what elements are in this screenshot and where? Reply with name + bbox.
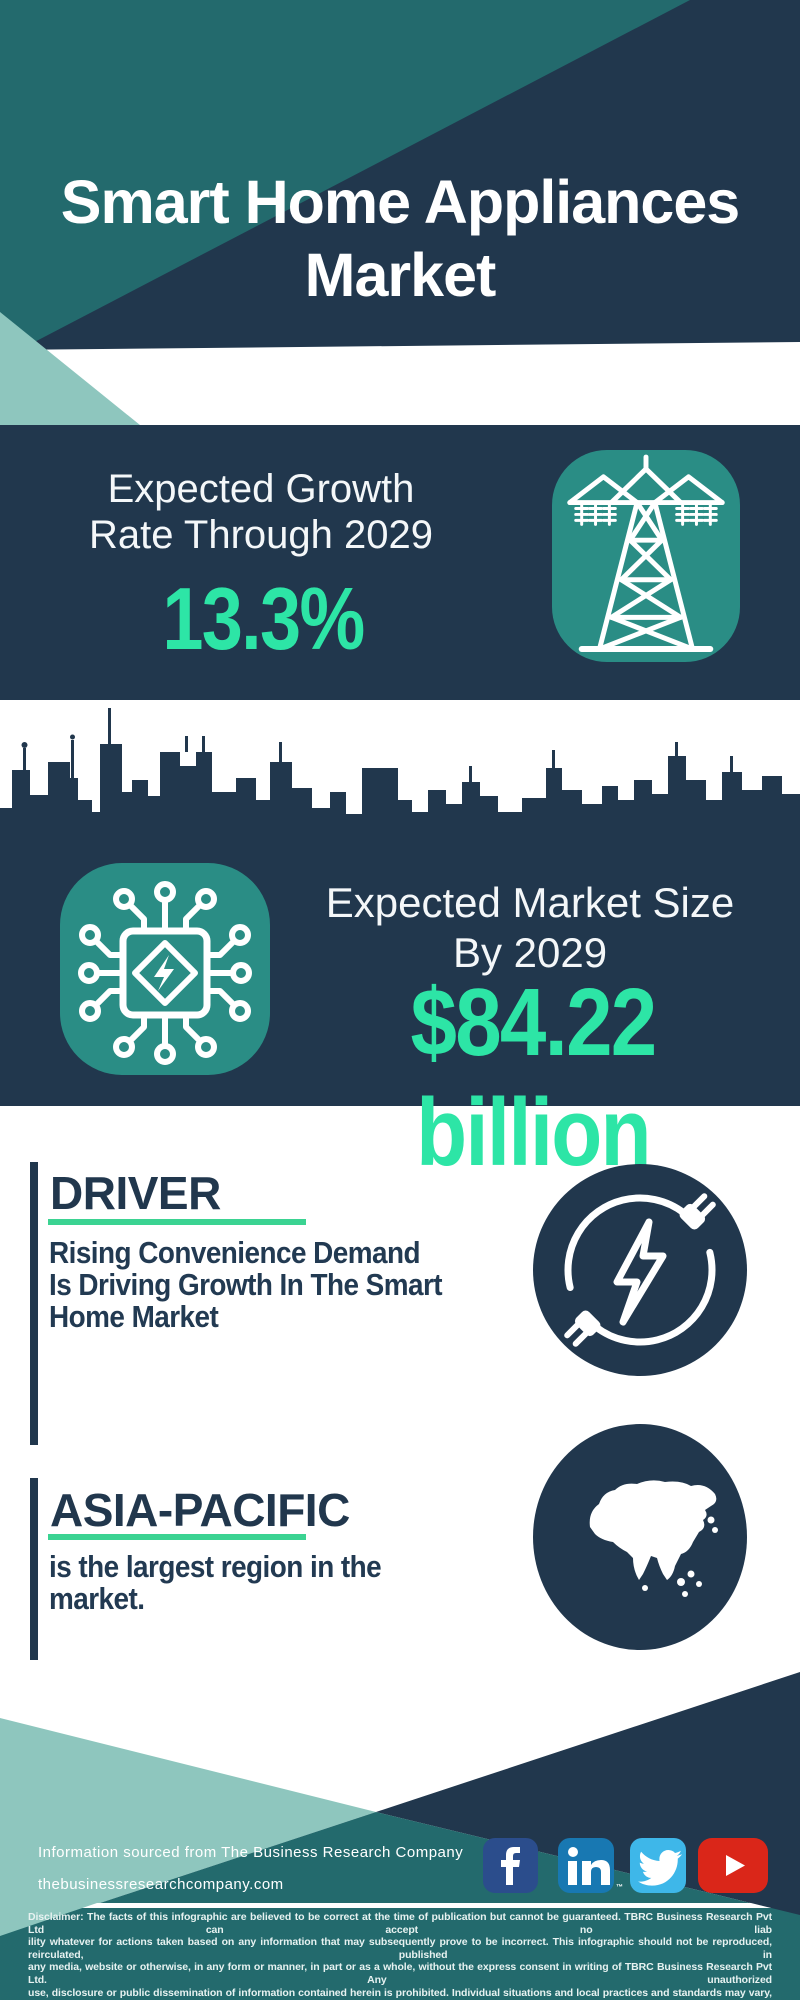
region-underline (48, 1534, 306, 1540)
linkedin-trademark: ™ (616, 1884, 623, 1891)
header-seafoam-triangle (0, 312, 140, 425)
disclaimer-line: any media, website or otherwise, in any … (28, 1961, 772, 1986)
driver-accent-bar (30, 1162, 38, 1445)
disclaimer-line: ility whatever for actions taken based o… (28, 1936, 772, 1961)
footer-background (0, 1660, 800, 2000)
disclaimer-line: Disclaimer: The facts of this infographi… (28, 1911, 772, 1936)
footer-navy-triangle (376, 1672, 800, 1915)
source-url: thebusinessresearchcompany.com (38, 1876, 284, 1893)
youtube-icon[interactable] (698, 1838, 768, 1893)
driver-label: DRIVER (50, 1167, 221, 1219)
header-background (0, 0, 800, 425)
region-label: ASIA-PACIFIC (50, 1484, 350, 1536)
market-size-value: $84.22 billion (410, 969, 657, 1186)
region-accent-bar (30, 1478, 38, 1692)
smart-chip-icon (60, 863, 270, 1075)
asia-map-icon (533, 1424, 747, 1650)
region-text: is the largest region in the market. (49, 1549, 382, 1616)
disclaimer-text: Disclaimer: The facts of this infographi… (0, 1911, 800, 2000)
footer-seafoam-triangle (0, 1718, 376, 1936)
twitter-icon[interactable] (630, 1838, 686, 1893)
transmission-tower-icon (552, 450, 740, 662)
disclaimer-line: use, disclosure or public dissemination … (28, 1986, 772, 2000)
growth-rate-value: 13.3% (162, 569, 365, 668)
driver-text: Rising Convenience Demand Is Driving Gro… (49, 1235, 443, 1334)
page-title: Smart Home Appliances Market (60, 168, 740, 309)
header-teal-triangle (0, 0, 690, 360)
footer-divider-line (0, 1903, 800, 1908)
growth-heading: Expected Growth Rate Through 2029 (89, 467, 433, 557)
disclaimer-band (0, 1908, 800, 2000)
facebook-icon[interactable] (483, 1838, 538, 1893)
power-plug-icon (533, 1164, 747, 1376)
header-white-band (0, 342, 800, 425)
market-size-heading: Expected Market Size By 2029 (325, 879, 735, 976)
city-skyline (0, 708, 800, 848)
driver-underline (48, 1219, 306, 1225)
linkedin-icon[interactable] (558, 1838, 614, 1893)
source-text: Information sourced from The Business Re… (38, 1844, 464, 1861)
